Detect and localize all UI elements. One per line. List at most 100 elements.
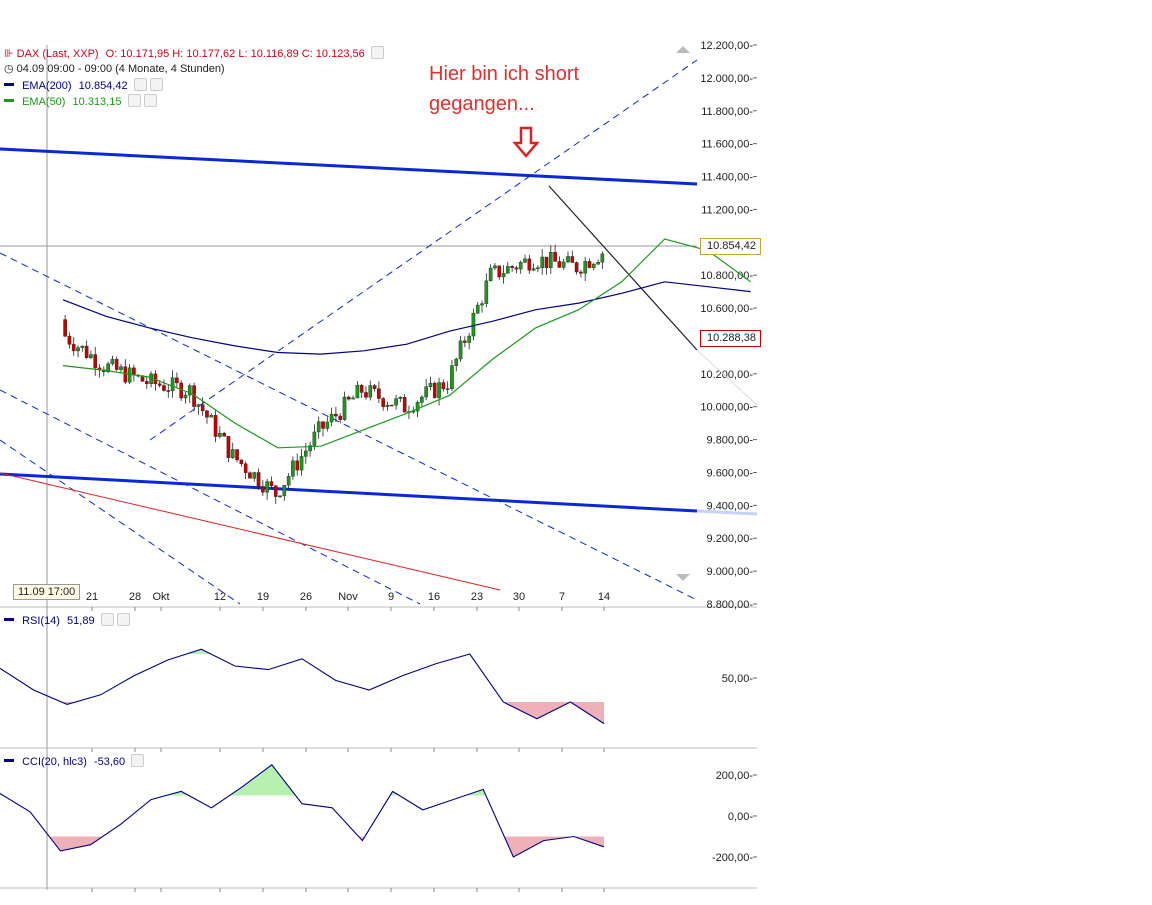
cci-pane[interactable]: 200,00- 0,00- -200,00- xyxy=(0,764,757,864)
candle-body xyxy=(209,415,214,418)
candle-body xyxy=(463,340,467,343)
candle-body xyxy=(170,377,175,391)
candle-body xyxy=(432,382,437,398)
candle-body xyxy=(450,365,454,389)
candle-body xyxy=(415,402,420,412)
candle-body xyxy=(248,472,252,479)
candle-body xyxy=(278,495,282,498)
candle-body xyxy=(334,413,338,417)
candle-body xyxy=(321,421,325,429)
symbol-label: DAX (Last, XXP) xyxy=(16,48,99,60)
candle-body xyxy=(480,303,484,306)
candle-body xyxy=(286,476,291,486)
candle-body xyxy=(523,258,527,263)
candle-body xyxy=(291,460,295,477)
y-tick-label: -200,00- xyxy=(712,852,753,864)
settings-icon[interactable] xyxy=(127,94,141,107)
x-tick-label: 23 xyxy=(471,591,483,603)
close-icon[interactable] xyxy=(143,94,157,107)
candle-body xyxy=(205,410,209,418)
legend-ema200-row: EMA(200) 10.854,42 xyxy=(4,78,163,93)
candle-body xyxy=(518,262,523,270)
y-tick-label: 200,00- xyxy=(716,770,754,782)
candle-body xyxy=(394,398,398,406)
period-label: 04.09 09:00 - 09:00 (4 Monate, 4 Stunden… xyxy=(16,63,225,75)
settings-icon[interactable] xyxy=(133,78,147,91)
close-icon[interactable] xyxy=(149,78,163,91)
uptrend-dashed-line xyxy=(149,59,698,441)
candle-body xyxy=(596,262,600,265)
y-tick-label: 12.200,00- xyxy=(700,40,753,52)
candle-body xyxy=(437,382,441,398)
candle-body xyxy=(200,404,205,412)
rsi-swatch xyxy=(4,618,14,621)
rsi-label: RSI(14) xyxy=(22,615,60,627)
settings-icon[interactable] xyxy=(100,613,114,626)
candle-body xyxy=(381,398,385,407)
x-tick-label: 30 xyxy=(513,591,525,603)
candle-body xyxy=(226,436,231,458)
down-arrow-icon xyxy=(512,126,540,158)
candle-body xyxy=(351,397,355,400)
candle-body xyxy=(243,463,248,473)
x-tick-label: 9 xyxy=(388,591,394,603)
candle-body xyxy=(377,388,381,399)
candle-body xyxy=(157,383,162,386)
ema50-value: 10.313,15 xyxy=(72,96,122,108)
candle-body xyxy=(162,385,166,391)
close-icon[interactable] xyxy=(116,613,130,626)
ema50-label: EMA(50) xyxy=(22,96,66,108)
candle-body xyxy=(544,256,549,268)
y-tick-label: 8.800,00- xyxy=(707,599,754,611)
candle-body xyxy=(256,472,261,487)
ema200-price-label: 10.854,42 xyxy=(700,238,761,255)
candle-body xyxy=(114,359,119,370)
candle-body xyxy=(527,258,532,271)
cci-value: -53,60 xyxy=(93,756,126,768)
x-tick-label: 12 xyxy=(214,591,226,603)
annotation-line-2: gegangen... xyxy=(429,93,535,115)
candle-body xyxy=(106,363,110,372)
candle-body xyxy=(282,485,287,497)
ohlc-values: O: 10.171,95 H: 10.177,62 L: 10.116,89 C… xyxy=(105,48,365,60)
ema200-swatch xyxy=(4,83,14,86)
y-tick-label: 9.600,00- xyxy=(707,467,754,479)
scroll-up-icon xyxy=(676,46,690,53)
downtrend-dashed-line xyxy=(0,252,698,601)
candle-body xyxy=(183,394,188,399)
y-tick-label: 50,00- xyxy=(722,673,754,685)
candle-body xyxy=(119,366,123,370)
candle-body xyxy=(557,261,562,268)
candle-body xyxy=(329,413,334,423)
channel-upper-line xyxy=(0,147,698,186)
rsi-pane[interactable]: 50,00- xyxy=(0,648,757,725)
candle-body xyxy=(218,432,222,437)
candle-body xyxy=(364,392,368,398)
candle-body xyxy=(510,266,514,268)
candle-body xyxy=(531,268,536,271)
cci-label: CCI(20, hlc3) xyxy=(22,756,87,768)
y-tick-label: 10.600,00- xyxy=(700,303,753,315)
ema200-value: 10.854,42 xyxy=(78,80,128,92)
candle-body xyxy=(299,456,304,471)
candle-body xyxy=(467,335,471,343)
candle-body xyxy=(441,382,446,390)
rsi-line xyxy=(0,648,605,725)
candle-body xyxy=(368,385,373,398)
price-pane[interactable]: 12.200,00- 12.000,00- 11.800,00- 11.600,00-… xyxy=(0,40,758,892)
candle-body xyxy=(252,472,257,479)
x-tick-label: Okt xyxy=(152,591,169,603)
candle-body xyxy=(63,319,67,337)
candle-body xyxy=(549,252,553,268)
candle-body xyxy=(110,359,115,365)
y-tick-label: 9.200,00- xyxy=(707,533,754,545)
settings-icon[interactable] xyxy=(370,46,384,59)
y-tick-label: 10.000,00- xyxy=(700,402,753,414)
candle-body xyxy=(144,381,149,384)
candle-body xyxy=(342,396,347,420)
candle-body xyxy=(424,386,428,398)
settings-icon[interactable] xyxy=(131,754,145,767)
candle-body xyxy=(355,385,360,399)
x-tick-label: 7 xyxy=(559,591,565,603)
